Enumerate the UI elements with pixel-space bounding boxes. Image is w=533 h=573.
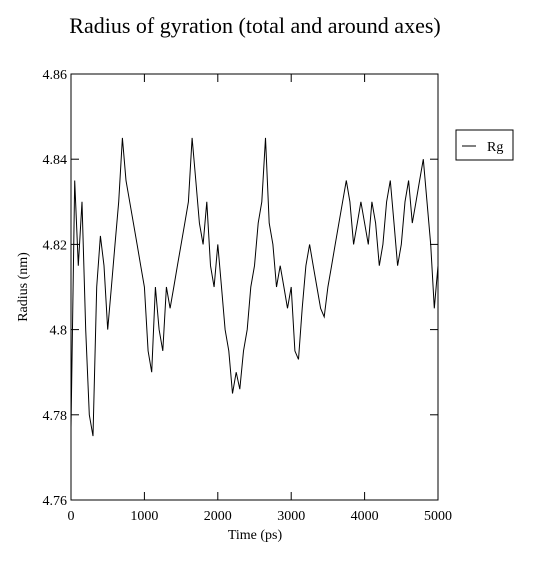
legend-label: Rg (487, 140, 503, 155)
y-tick-label: 4.84 (43, 153, 68, 168)
x-tick-label: 2000 (204, 509, 232, 524)
y-tick-label: 4.78 (43, 409, 68, 424)
x-tick-label: 0 (68, 509, 75, 524)
data-line (70, 137, 439, 437)
legend-box (455, 129, 514, 161)
x-tick-label: 1000 (130, 509, 158, 524)
y-axis-label: Radius (nm) (16, 252, 31, 322)
x-tick-label: 3000 (277, 509, 305, 524)
y-tick-label: 4.86 (43, 68, 68, 83)
chart-title: Radius of gyration (total and around axe… (69, 13, 440, 38)
y-tick-label: 4.8 (50, 324, 68, 339)
y-tick-label: 4.76 (43, 494, 68, 509)
y-tick-label: 4.82 (43, 238, 68, 253)
x-axis-label: Time (ps) (228, 528, 283, 543)
x-tick-label: 4000 (351, 509, 379, 524)
x-tick-label: 5000 (424, 509, 452, 524)
plot-frame (70, 73, 439, 501)
